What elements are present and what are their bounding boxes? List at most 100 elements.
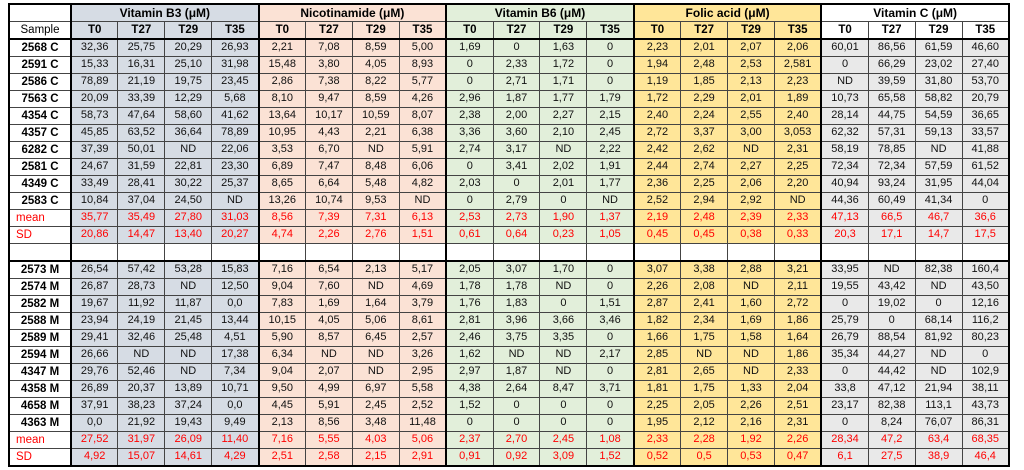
value-cell: 3,41: [492, 158, 541, 176]
value-cell: 58,82: [914, 90, 963, 108]
value-cell: 57,42: [117, 260, 166, 279]
value-cell: 8,10: [257, 90, 306, 108]
spacer-cell: [586, 243, 635, 262]
value-cell: 0: [492, 175, 541, 193]
value-cell: 1,92: [727, 431, 775, 449]
value-cell: 27,5: [867, 448, 916, 467]
value-cell: ND: [914, 278, 963, 296]
value-cell: 4,29: [211, 448, 260, 467]
value-cell: 35,49: [117, 209, 166, 227]
value-cell: 59,13: [914, 124, 963, 142]
table-row-2573-m-1: 2573 M 26,54 57,42 53,28 15,83 7,16 6,54 2,13 5,…: [8, 260, 1010, 279]
value-cell: 5,91: [304, 397, 353, 415]
spacer-cell: [70, 243, 119, 262]
value-cell: 2,85: [632, 346, 682, 364]
timepoint-header-vitamin-b6-m-t27: T27: [492, 21, 541, 40]
timepoint-header-vitamin-c-m-t27: T27: [867, 21, 916, 40]
value-cell: 43,73: [961, 397, 1010, 415]
value-cell: 2,45: [586, 124, 635, 142]
value-cell: 3,46: [586, 312, 635, 330]
value-cell: 72,34: [867, 158, 916, 176]
value-cell: 58,60: [164, 107, 213, 125]
value-cell: 13,64: [257, 107, 306, 125]
value-cell: 20,09: [70, 90, 119, 108]
value-cell: 2,01: [727, 90, 775, 108]
value-cell: 2,45: [539, 431, 588, 449]
value-cell: 33,8: [820, 380, 869, 398]
value-cell: 3,48: [351, 414, 400, 432]
value-cell: 0: [961, 346, 1010, 364]
value-cell: 32,36: [70, 38, 119, 57]
value-cell: 2,86: [257, 73, 306, 91]
value-cell: 3,21: [773, 260, 822, 279]
table-row-2574-m-1: 2574 M 26,87 28,73 ND 12,50 9,04 7,60 ND 4,69 1,7…: [8, 278, 1010, 296]
value-cell: 21,45: [164, 312, 213, 330]
value-cell: 8,24: [867, 414, 916, 432]
value-cell: 2,52: [632, 192, 682, 210]
value-cell: 9,04: [257, 278, 306, 296]
value-cell: 4,38: [445, 380, 494, 398]
value-cell: 0: [820, 363, 869, 381]
value-cell: 38,11: [961, 380, 1010, 398]
value-cell: 76,07: [914, 414, 963, 432]
value-cell: 2,45: [351, 397, 400, 415]
value-cell: 26,93: [211, 38, 260, 57]
value-cell: 20,3: [820, 226, 869, 244]
value-cell: 2,13: [727, 73, 775, 91]
value-cell: 2,38: [445, 107, 494, 125]
value-cell: 2,87: [632, 295, 682, 313]
value-cell: 3,00: [727, 124, 775, 142]
value-cell: 81,92: [914, 329, 963, 347]
value-cell: 61,52: [961, 158, 1010, 176]
value-cell: 1,70: [539, 260, 588, 279]
value-cell: 24,19: [117, 312, 166, 330]
value-cell: 28,34: [820, 431, 869, 449]
value-cell: 0: [586, 363, 635, 381]
value-cell: 17,5: [961, 226, 1010, 244]
value-cell: 2,58: [304, 448, 353, 467]
value-cell: 8,07: [398, 107, 447, 125]
sample-id-label: 4354 C: [8, 107, 72, 125]
value-cell: 1,83: [492, 295, 541, 313]
value-cell: 1,82: [632, 312, 682, 330]
value-cell: ND: [727, 346, 775, 364]
value-cell: 13,26: [257, 192, 306, 210]
value-cell: 31,80: [914, 73, 963, 91]
value-cell: 10,71: [211, 380, 260, 398]
value-cell: 1,64: [351, 295, 400, 313]
value-cell: 0: [820, 56, 869, 74]
value-cell: 7,16: [257, 431, 306, 449]
value-cell: 37,04: [117, 192, 166, 210]
value-cell: 2,40: [632, 107, 682, 125]
value-cell: 41,62: [211, 107, 260, 125]
value-cell: 3,37: [680, 124, 729, 142]
value-cell: 0: [586, 56, 635, 74]
value-cell: 66,5: [867, 209, 916, 227]
value-cell: 28,14: [820, 107, 869, 125]
value-cell: 2,00: [492, 107, 541, 125]
value-cell: 2,02: [539, 158, 588, 176]
value-cell: 46,60: [961, 38, 1010, 57]
value-cell: ND: [211, 192, 260, 210]
value-cell: 8,56: [257, 209, 306, 227]
value-cell: 29,76: [70, 363, 119, 381]
value-cell: ND: [164, 346, 213, 364]
value-cell: 8,56: [304, 414, 353, 432]
value-cell: ND: [727, 141, 775, 159]
value-cell: 2,70: [492, 431, 541, 449]
table-row-sd-1: SD 4,92 15,07 14,61 4,29 2,51 2,58 2,15 2,91 0,91…: [8, 448, 1010, 467]
value-cell: 2,62: [680, 141, 729, 159]
value-cell: ND: [539, 346, 588, 364]
value-cell: 40,94: [820, 175, 869, 193]
value-cell: 1,71: [539, 73, 588, 91]
value-cell: 2,21: [351, 124, 400, 142]
value-cell: 35,77: [70, 209, 119, 227]
value-cell: 28,41: [117, 175, 166, 193]
value-cell: 2,26: [727, 397, 775, 415]
value-cell: 57,59: [914, 158, 963, 176]
value-cell: 2,26: [632, 278, 682, 296]
sample-id-label: 2594 M: [8, 346, 72, 364]
value-cell: 65,58: [867, 90, 916, 108]
value-cell: 11,48: [398, 414, 447, 432]
value-cell: 21,94: [914, 380, 963, 398]
